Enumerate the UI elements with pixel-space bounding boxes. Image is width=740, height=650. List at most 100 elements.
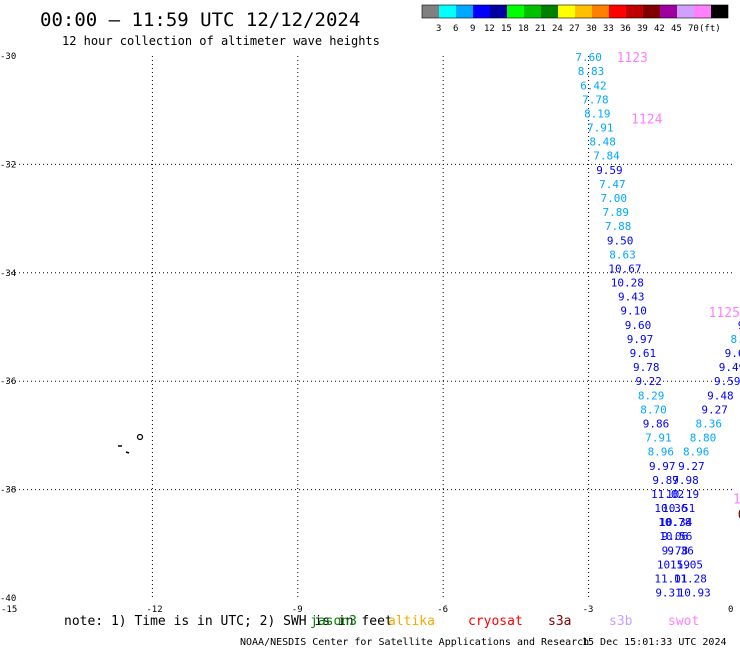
y-tick-label: -32 (0, 160, 16, 170)
color-swatch (439, 5, 456, 18)
wave-height-point: 7.78 (582, 93, 609, 106)
color-swatch (711, 5, 728, 18)
wave-height-point: 9.78 (633, 361, 660, 374)
wave-height-point: 10.56 (659, 530, 692, 543)
wave-height-point: 9.50 (607, 234, 634, 247)
wave-height-point: 9.22 (635, 375, 662, 388)
color-swatch (541, 5, 558, 18)
wave-height-point: 9.10 (620, 305, 647, 318)
color-bar-label: 36 (620, 24, 631, 34)
color-bar-label: 24 (552, 24, 563, 34)
wave-height-point: 9.87 (652, 474, 679, 487)
wave-height-point: 11.28 (674, 572, 707, 585)
legend-item: jason3 (310, 614, 357, 629)
wave-height-point: 8.36 (696, 417, 723, 430)
wave-height-point: 8.70 (640, 403, 667, 416)
wave-height-point: 10.78 (658, 516, 691, 529)
wave-height-point: 8.63 (609, 248, 636, 261)
pass-time-label: 1124 (631, 112, 662, 127)
color-bar-label: 18 (518, 24, 529, 34)
satellite-legend: jason3 altika cryosat s3a s3b swot (310, 614, 699, 629)
color-swatch (456, 5, 473, 18)
wave-height-point: 7.89 (602, 206, 629, 219)
wave-height-point: 9.49 (719, 361, 740, 374)
wave-height-point: 10.59 (657, 558, 690, 571)
wave-height-point: 6.42 (580, 79, 607, 92)
color-bar-label: 27 (569, 24, 580, 34)
wave-height-point: 8.46 (730, 333, 740, 346)
color-swatch (575, 5, 592, 18)
wave-height-point: 10.19 (666, 488, 699, 501)
pass-time-label: 0946 (738, 508, 740, 523)
legend-item: s3b (609, 614, 633, 629)
axis-tick-labels: -15 -12 -9 -6 -3 0-30-32-34-36-38-40 (0, 52, 733, 615)
wave-height-point: 9.43 (618, 291, 645, 304)
wave-height-point: 11.02 (651, 488, 684, 501)
wave-height-point: 9.27 (678, 460, 705, 473)
color-bar-label: 3 (436, 24, 441, 34)
wave-height-point: 8.80 (690, 432, 717, 445)
wave-height-point: 8.83 (578, 65, 605, 78)
island-outline (118, 433, 144, 454)
wave-height-point: 9.86 (643, 417, 670, 430)
wave-height-point: 11.05 (670, 558, 703, 571)
color-bar-label: 70 (688, 24, 699, 34)
color-bar-label: 9 (470, 24, 475, 34)
pass-time-label: 1126 (733, 492, 740, 507)
x-tick-label: -9 (292, 605, 303, 615)
wave-height-point: 8.48 (589, 136, 616, 149)
wave-height-point: 9.21 (738, 319, 740, 332)
wave-height-point: 7.47 (599, 178, 626, 191)
y-tick-label: -38 (0, 486, 16, 496)
color-scale-bar: 3 6 9 12 15 18 21 24 27 30 33 36 39 42 45 70 (ft) (421, 4, 729, 34)
pass-time-label: 1123 (617, 51, 648, 66)
color-bar-label: 39 (637, 24, 648, 34)
color-swatch (558, 5, 575, 18)
wave-height-point: 8.29 (638, 389, 665, 402)
color-bar-label: 30 (586, 24, 597, 34)
legend-item: swot (668, 614, 699, 629)
wave-height-point: 9.97 (627, 333, 654, 346)
chart-title: 00:00 – 11:59 UTC 12/12/2024 (40, 9, 360, 31)
color-bar-unit: (ft) (699, 24, 721, 34)
data-points: 7.608.836.427.788.197.918.487.849.597.47… (575, 51, 740, 599)
wave-height-point: 9.60 (625, 319, 652, 332)
color-bar-label: 42 (654, 24, 665, 34)
wave-height-point: 9.78 (662, 544, 689, 557)
wave-height-point: 9.98 (672, 474, 699, 487)
footer-credit: NOAA/NESDIS Center for Satellite Applica… (240, 637, 589, 648)
footer-note: note: 1) Time is in UTC; 2) SWH is in fe… (64, 614, 393, 629)
color-swatch (507, 5, 524, 18)
wave-height-point: 9.48 (707, 389, 734, 402)
y-tick-label: -40 (0, 594, 16, 604)
wave-height-point: 9.59 (596, 164, 623, 177)
color-bar-label: 21 (535, 24, 546, 34)
color-bar-label: 15 (501, 24, 512, 34)
wave-height-point: 11.01 (654, 572, 687, 585)
color-bar-label: 6 (453, 24, 458, 34)
color-bar-label: 45 (671, 24, 682, 34)
pass-time-labels: 11231124112511260945094609440 (617, 51, 740, 523)
y-tick-label: -36 (0, 377, 16, 387)
wave-height-point: 7.00 (601, 192, 628, 205)
wave-height-point: 10.28 (611, 277, 644, 290)
legend-item: altika (388, 614, 435, 629)
wave-height-point: 9.36 (667, 544, 694, 557)
wave-height-point: 8.19 (584, 107, 611, 120)
footer-timestamp: 15 Dec 15:01:33 UTC 2024 (582, 637, 727, 648)
wave-height-point: 7.84 (593, 150, 620, 163)
color-bar-label: 12 (484, 24, 495, 34)
legend-item: cryosat (468, 614, 523, 629)
wave-height-point: 9.97 (649, 460, 676, 473)
x-tick-label: 0 (728, 605, 733, 615)
plot-area: -15 -12 -9 -6 -3 0-30-32-34-36-38-40 7.608.83… (0, 51, 740, 615)
wave-height-point: 9.31 (655, 587, 682, 600)
x-tick-label: -3 (583, 605, 594, 615)
x-tick-label: -15 (1, 605, 17, 615)
pass-time-label: 1125 (709, 306, 740, 321)
y-tick-label: -30 (0, 52, 16, 62)
color-bar-frame (421, 4, 729, 19)
wave-height-point: 10.93 (678, 587, 711, 600)
wave-height-point: 9.64 (725, 347, 740, 360)
wave-height-point: 10.34 (659, 516, 692, 529)
